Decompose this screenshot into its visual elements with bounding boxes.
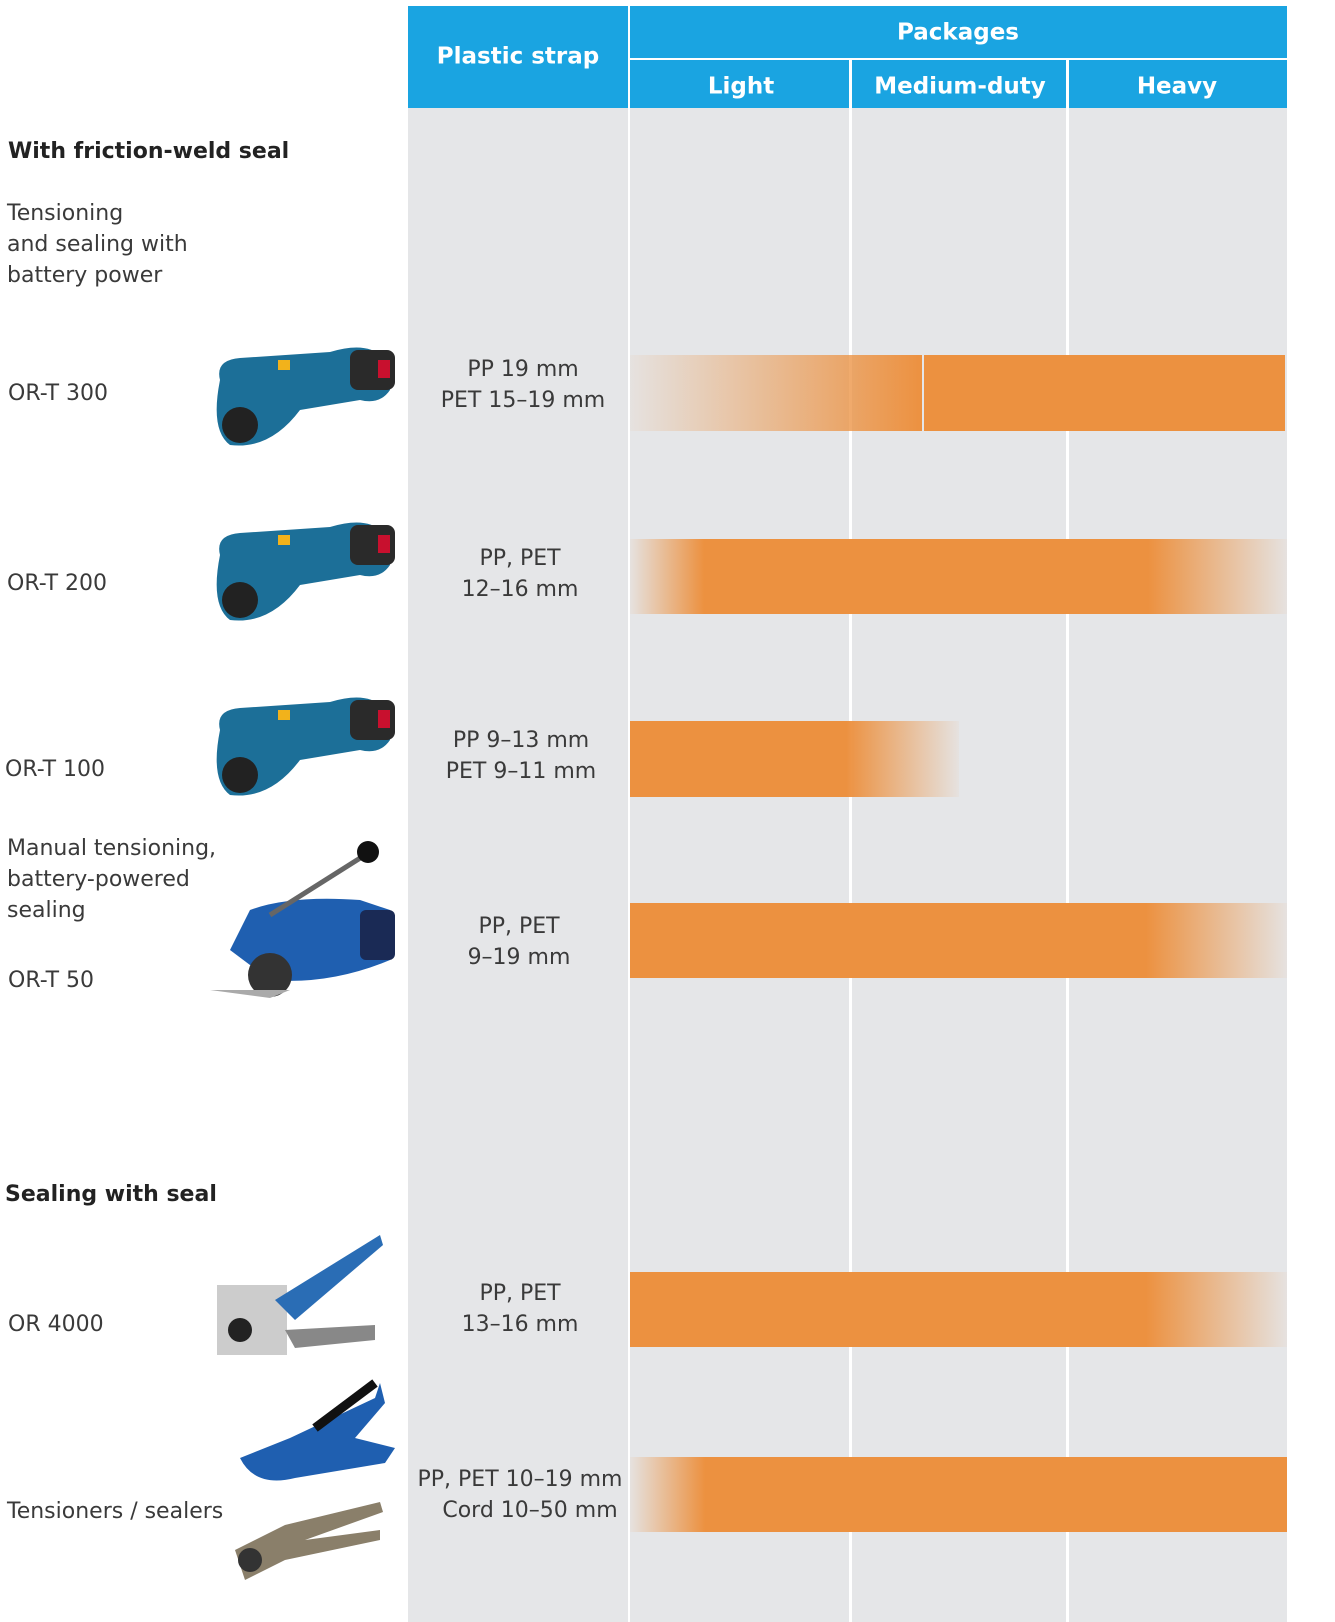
column-header: Heavy (1137, 74, 1217, 100)
tool-shape (217, 1285, 287, 1355)
tool-shape (285, 1325, 375, 1348)
description: and sealing with (7, 232, 188, 257)
tool-shape (378, 535, 390, 553)
strap-spec: PP 9–13 mm (453, 728, 589, 753)
strap-spec: 13–16 mm (462, 1312, 579, 1337)
column-header: Light (708, 74, 774, 100)
section-title: With friction-weld seal (8, 139, 289, 164)
product-name: Tensioners / sealers (6, 1499, 223, 1524)
tool-shape (235, 1502, 383, 1580)
tool-image (210, 841, 395, 998)
strap-spec: PP 19 mm (467, 357, 578, 382)
product-name: OR-T 300 (8, 381, 108, 406)
column-header: Packages (897, 20, 1019, 46)
column-header: Medium-duty (874, 74, 1046, 100)
section-title: Sealing with seal (5, 1182, 217, 1207)
product-name: OR 4000 (8, 1312, 104, 1337)
strap-spec: PET 15–19 mm (441, 388, 605, 413)
strap-spec: PP, PET 10–19 mm (418, 1467, 623, 1492)
description: Manual tensioning, (7, 836, 216, 861)
tool-shape (278, 710, 290, 720)
tool-shape (228, 1318, 252, 1342)
description: sealing (7, 898, 86, 923)
strap-spec: PP, PET (479, 546, 561, 571)
tool-shape (222, 407, 258, 443)
strap-spec: PP, PET (479, 1281, 561, 1306)
tool-image (217, 1235, 383, 1355)
tool-shape (378, 360, 390, 378)
strap-spec: PP, PET (478, 914, 560, 939)
range-bars (630, 355, 1287, 1532)
tool-image (216, 522, 395, 621)
tool-shape (222, 582, 258, 618)
tool-images (210, 347, 395, 1580)
table-header (408, 6, 1287, 108)
description: battery-powered (7, 867, 190, 892)
description: battery power (7, 263, 163, 288)
tool-shape (216, 522, 390, 621)
tool-shape (278, 360, 290, 370)
strap-spec: Cord 10–50 mm (442, 1498, 617, 1523)
tool-image (216, 697, 395, 796)
column-header: Plastic strap (437, 44, 599, 70)
tool-shape (312, 1379, 378, 1432)
tool-shape (240, 1383, 395, 1481)
tool-shape (275, 1235, 383, 1320)
strap-spec: 12–16 mm (462, 577, 579, 602)
table-background (408, 108, 1287, 1622)
strap-spec: 9–19 mm (468, 945, 571, 970)
tool-shape (210, 990, 290, 998)
tool-image (240, 1379, 395, 1481)
description: Tensioning (6, 201, 123, 226)
tool-shape (238, 1548, 262, 1572)
tool-shape (248, 953, 292, 997)
tool-image (216, 347, 395, 446)
tool-shape (216, 347, 390, 446)
product-name: OR-T 100 (5, 757, 105, 782)
tool-image (235, 1502, 383, 1580)
tool-shape (378, 710, 390, 728)
tool-shape (222, 757, 258, 793)
tool-shape (268, 852, 367, 918)
tool-shape (360, 910, 395, 960)
strap-spec: PET 9–11 mm (446, 759, 596, 784)
product-name: OR-T 50 (8, 968, 94, 993)
tool-shape (357, 841, 379, 863)
tool-shape (278, 535, 290, 545)
product-name: OR-T 200 (7, 571, 107, 596)
tool-shape (216, 697, 390, 796)
